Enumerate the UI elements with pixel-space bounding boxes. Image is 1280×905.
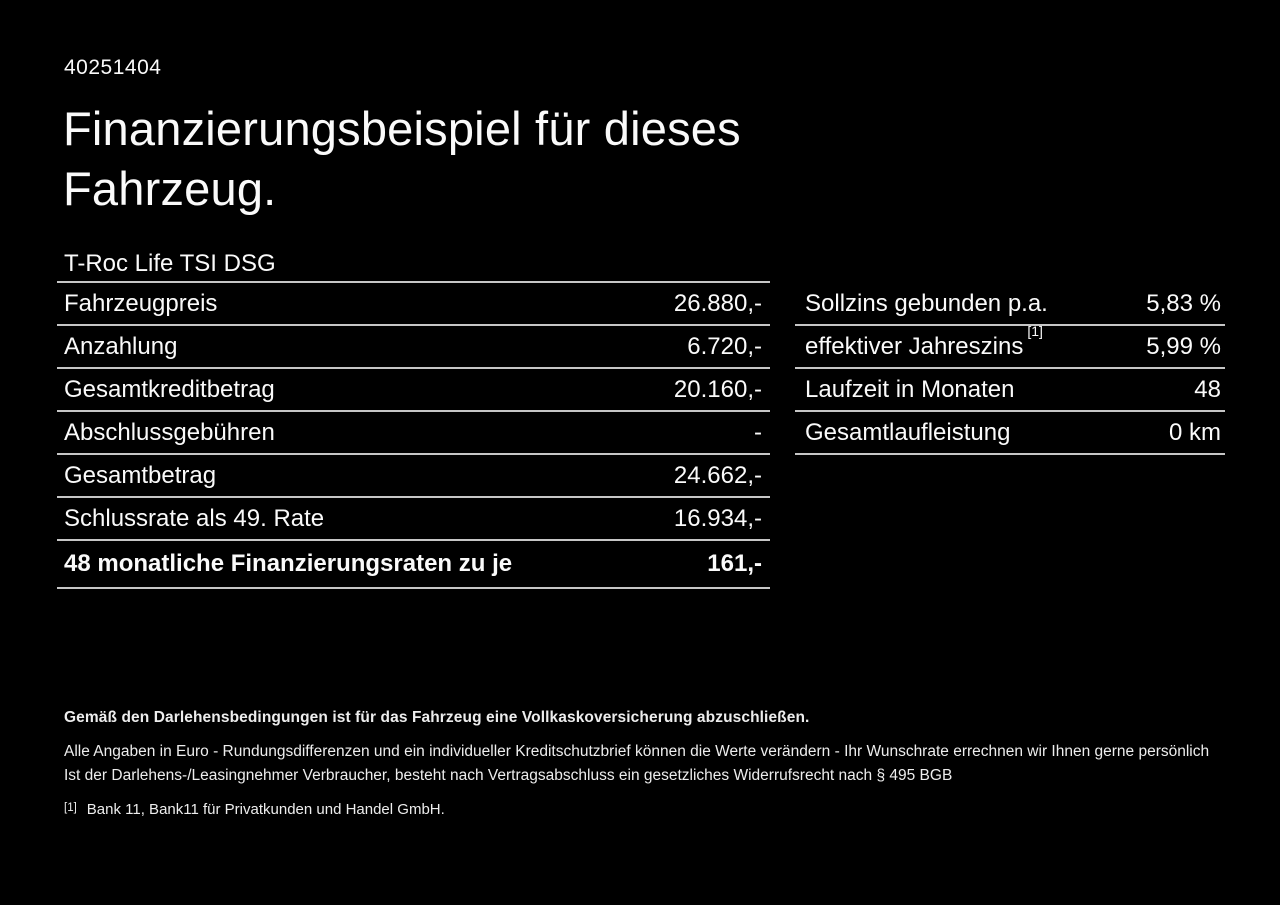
finance-row-gesamtkreditbetrag: Gesamtkreditbetrag 20.160,-	[57, 369, 770, 412]
finance-row-label: Anzahlung	[64, 332, 178, 360]
finance-row-monatsrate: 48 monatliche Finanzierungsraten zu je 1…	[57, 541, 770, 589]
page-title-line2: Fahrzeug.	[63, 162, 277, 215]
finance-row-label: Abschlussgebühren	[64, 418, 275, 446]
rate-row-effektiver-jahreszins: effektiver Jahreszins[1] 5,99 %	[795, 323, 1225, 369]
footnote: [1] Bank 11, Bank11 für Privatkunden und…	[64, 801, 1234, 818]
rate-row-value: 5,99 %	[1146, 332, 1221, 360]
rate-row-sollzins: Sollzins gebunden p.a. 5,83 %	[795, 283, 1225, 326]
footnote-text: Bank 11, Bank11 für Privatkunden und Han…	[86, 801, 445, 818]
rate-row-value: 48	[1194, 375, 1221, 403]
rate-row-label: Laufzeit in Monaten	[805, 375, 1015, 403]
rate-row-value: 5,83 %	[1146, 289, 1221, 317]
footnote-marker: [1]	[64, 802, 77, 814]
finance-row-label: Fahrzeugpreis	[64, 289, 218, 317]
finance-row-value: 6.720,-	[687, 332, 762, 360]
finance-table: T-Roc Life TSI DSG Fahrzeugpreis 26.880,…	[57, 247, 770, 589]
rate-row-label: Gesamtlaufleistung	[805, 418, 1011, 446]
finance-row-label: Schlussrate als 49. Rate	[64, 504, 325, 532]
finance-row-abschlussgebuehren: Abschlussgebühren -	[57, 412, 770, 455]
finance-row-value: 20.160,-	[673, 375, 762, 403]
finance-row-schlussrate: Schlussrate als 49. Rate 16.934,-	[57, 498, 770, 541]
rate-row-label: effektiver Jahreszins[1]	[795, 323, 1043, 361]
rate-row-label: Sollzins gebunden p.a.	[805, 289, 1048, 317]
finance-row-label: Gesamtbetrag	[64, 461, 217, 489]
rate-row-laufzeit: Laufzeit in Monaten 48	[795, 369, 1225, 412]
finance-row-value: 16.934,-	[673, 504, 762, 532]
finance-row-value: -	[754, 418, 762, 446]
page-title-line1: Finanzierungsbeispiel für dieses	[63, 102, 741, 155]
footnote-ref: [1]	[1027, 323, 1043, 339]
finance-row-label: 48 monatliche Finanzierungsraten zu je	[64, 550, 513, 577]
doc-code: 40251404	[64, 56, 162, 79]
vehicle-model: T-Roc Life TSI DSG	[57, 247, 770, 283]
finance-row-value: 24.662,-	[673, 461, 762, 489]
rate-row-gesamtlaufleistung: Gesamtlaufleistung 0 km	[795, 412, 1225, 455]
withdrawal-note: Ist der Darlehens-/Leasingnehmer Verbrau…	[64, 767, 953, 784]
rate-row-label-text: effektiver Jahreszins	[805, 333, 1024, 360]
page-title: Finanzierungsbeispiel für dieses Fahrzeu…	[63, 99, 741, 219]
disclaimer-note: Alle Angaben in Euro - Rundungsdifferenz…	[64, 743, 1210, 760]
rate-row-value: 0 km	[1168, 418, 1221, 446]
finance-row-gesamtbetrag: Gesamtbetrag 24.662,-	[57, 455, 770, 498]
footer: Gemäß den Darlehensbedingungen ist für d…	[64, 709, 1234, 818]
rate-table: Sollzins gebunden p.a. 5,83 % effektiver…	[795, 283, 1225, 455]
finance-row-label: Gesamtkreditbetrag	[64, 375, 275, 403]
finance-row-value: 161,-	[707, 550, 762, 577]
finance-row-anzahlung: Anzahlung 6.720,-	[57, 326, 770, 369]
finance-row-value: 26.880,-	[673, 289, 762, 317]
finance-row-fahrzeugpreis: Fahrzeugpreis 26.880,-	[57, 283, 770, 326]
notes-block: Alle Angaben in Euro - Rundungsdifferenz…	[64, 740, 1234, 788]
insurance-note: Gemäß den Darlehensbedingungen ist für d…	[64, 709, 810, 726]
